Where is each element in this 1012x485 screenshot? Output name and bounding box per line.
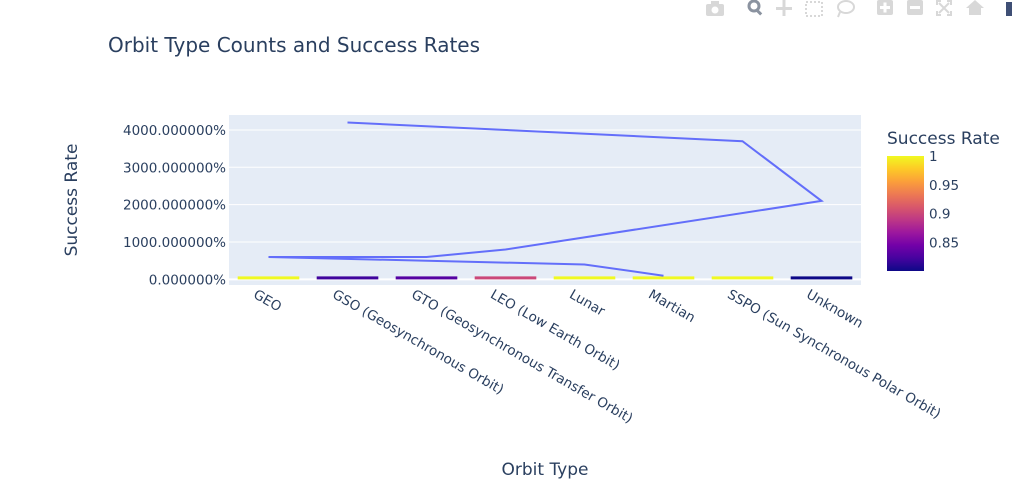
lasso-select-icon[interactable] [837, 0, 855, 18]
modebar-icons [706, 0, 1012, 18]
x-tick-label: Unknown [804, 287, 866, 332]
plot-area[interactable] [229, 115, 861, 285]
bar [790, 276, 853, 280]
bar [474, 276, 537, 280]
bar [395, 276, 458, 280]
plotly-logo-icon[interactable] [1006, 2, 1012, 16]
bar [632, 276, 695, 280]
autoscale-icon[interactable] [936, 0, 952, 16]
zoom-in-icon[interactable] [877, 0, 893, 15]
camera-icon[interactable] [706, 1, 724, 16]
colorbar-tick-label: 0.95 [929, 178, 959, 194]
y-tick-label: 3000.000000% [123, 160, 226, 176]
zoom-out-icon[interactable] [907, 0, 923, 15]
x-axis-title: Orbit Type [501, 460, 588, 480]
y-tick-label: 4000.000000% [123, 123, 226, 139]
x-tick-label: GEO [251, 287, 285, 316]
box-select-icon[interactable] [805, 1, 823, 17]
y-axis-title: Success Rate [62, 144, 82, 257]
colorbar-tick-label: 0.85 [929, 235, 959, 251]
x-tick-label: Martian [646, 287, 698, 327]
y-tick-labels: 0.000000% 1000.000000% 2000.000000% 3000.00… [123, 123, 226, 288]
y-tick-label: 1000.000000% [123, 235, 226, 251]
colorbar-scale [887, 156, 924, 271]
chart-title: Orbit Type Counts and Success Rates [108, 33, 480, 57]
pan-icon[interactable] [776, 0, 792, 16]
bar-series [237, 276, 853, 280]
bar [237, 276, 300, 280]
line-series [268, 121, 824, 277]
colorbar: Success Rate 0.85 0.9 0.95 1 [887, 129, 1000, 271]
home-icon[interactable] [966, 0, 984, 15]
x-tick-label: LEO (Low Earth Orbit) [488, 287, 623, 374]
x-tick-labels: GEO GSO (Geosynchronous Orbit)GTO (Geosyn… [251, 287, 944, 427]
colorbar-tick-label: 1 [929, 149, 938, 165]
y-tick-label: 0.000000% [149, 272, 226, 288]
colorbar-title: Success Rate [887, 129, 1000, 149]
bar [711, 276, 774, 280]
modebar [700, 0, 1012, 18]
zoom-icon[interactable] [747, 0, 763, 16]
y-tick-label: 2000.000000% [123, 198, 226, 214]
bar [316, 276, 379, 280]
colorbar-tick-labels: 0.85 0.9 0.95 1 [929, 149, 959, 251]
gridlines [229, 129, 861, 281]
colorbar-tick-label: 0.9 [929, 207, 950, 223]
bar [553, 276, 616, 280]
x-tick-label: Lunar [567, 287, 608, 320]
count-line [268, 121, 824, 277]
